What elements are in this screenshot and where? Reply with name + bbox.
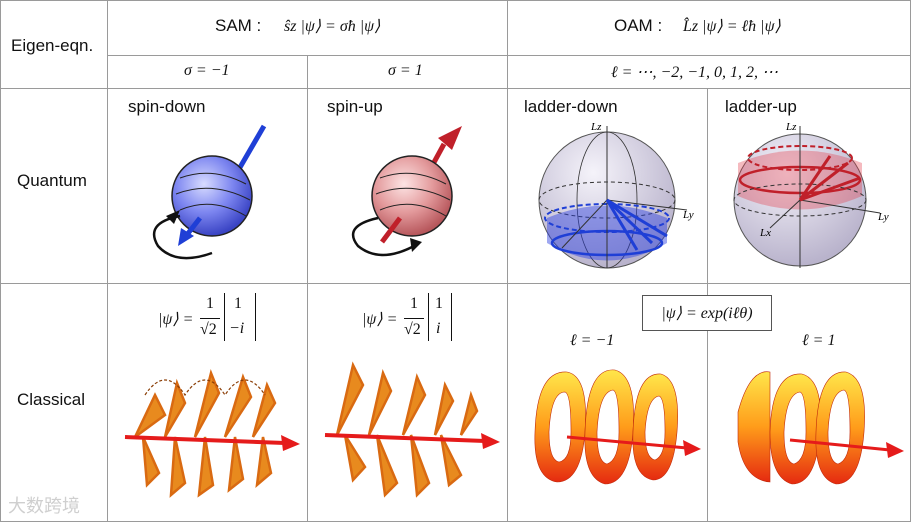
spin-up-title: spin-up <box>327 97 383 116</box>
sigma-plus-label: σ = 1 <box>388 62 423 79</box>
ell-minus-helix-illustration <box>534 369 701 485</box>
ladder-up-title: ladder-up <box>725 97 797 116</box>
frac-denominator: √2 <box>200 321 217 338</box>
oam-equation: L̂z |ψ⟩ = ℓħ |ψ⟩ <box>683 18 781 35</box>
axis-lz-label: Lz <box>590 121 602 133</box>
ell-values-label: ℓ = ⋯, −2, −1, 0, 1, 2, ⋯ <box>611 64 779 81</box>
grid-line <box>307 55 308 522</box>
grid-line <box>107 0 108 522</box>
frac-denominator: √2 <box>404 321 421 338</box>
spin-down-illustration <box>152 124 267 260</box>
frac-line <box>404 318 424 319</box>
spin-up-field-illustration <box>324 361 500 498</box>
grid-line <box>0 0 1 522</box>
axis-lx-label: Lx <box>759 227 771 239</box>
frac-line <box>200 318 220 319</box>
vector-top: 1 <box>234 295 242 312</box>
ladder-up-illustration: Lz Ly Lx <box>733 121 889 268</box>
vector-bottom: i <box>436 320 441 337</box>
spin-up-jones-vector: |ψ⟩ = 1 √2 1 i <box>362 293 472 345</box>
row-label-eigen: Eigen-eqn. <box>11 36 94 55</box>
spin-up-illustration <box>352 126 462 257</box>
sam-equation: ŝz |ψ⟩ = σħ |ψ⟩ <box>284 18 381 35</box>
bracket <box>428 293 452 341</box>
grid-line <box>107 55 911 56</box>
ell-plus-label: ℓ = 1 <box>802 332 836 349</box>
spin-down-jones-vector: |ψ⟩ = 1 √2 1 −i <box>158 293 268 345</box>
bracket <box>224 293 256 341</box>
spin-down-title: spin-down <box>128 97 206 116</box>
axis-lz-label-2: Lz <box>785 121 797 133</box>
frac-numerator: 1 <box>410 295 418 312</box>
axis-ly-label: Ly <box>682 209 694 221</box>
ladder-down-illustration: Lz Ly <box>538 121 694 269</box>
row-label-classical: Classical <box>17 390 86 409</box>
grid-line <box>0 0 911 1</box>
sigma-minus-label: σ = −1 <box>184 62 230 79</box>
grid-line <box>507 0 508 522</box>
ladder-down-title: ladder-down <box>524 97 618 116</box>
grid-line <box>0 88 911 89</box>
spin-down-field-illustration <box>124 368 300 498</box>
psi-label: |ψ⟩ = <box>158 311 194 328</box>
row-label-quantum: Quantum <box>17 171 87 190</box>
grid-line <box>0 283 911 284</box>
oam-label: OAM : <box>614 16 663 35</box>
ell-plus-helix-illustration <box>737 371 904 485</box>
psi-label: |ψ⟩ = <box>362 311 398 328</box>
sam-label: SAM : <box>215 16 262 35</box>
vector-bottom: −i <box>229 320 245 337</box>
frac-numerator: 1 <box>206 295 214 312</box>
axis-ly-label-2: Ly <box>877 211 889 223</box>
oam-classical-equation: |ψ⟩ = exp(iℓθ) <box>642 295 772 331</box>
ell-minus-label: ℓ = −1 <box>570 332 615 349</box>
watermark-text: 大数跨境 <box>8 496 80 516</box>
vector-top: 1 <box>435 295 443 312</box>
